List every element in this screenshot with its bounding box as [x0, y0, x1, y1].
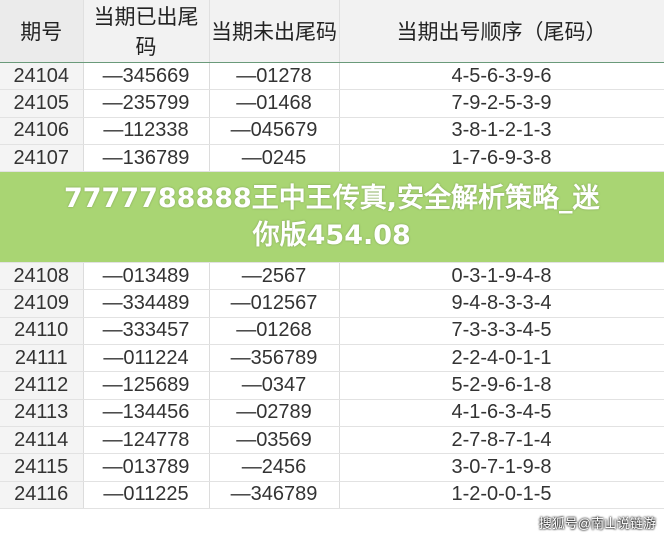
table-cell[interactable]: 1-2-0-0-1-5: [339, 481, 664, 509]
table-cell[interactable]: —345669: [83, 62, 210, 91]
table-cell[interactable]: —356789: [209, 344, 340, 373]
table-cell[interactable]: —01278: [209, 62, 340, 91]
table-cell[interactable]: —02789: [209, 399, 340, 427]
table-row: 24105 —235799 —01468 7-9-2-5-3-9: [0, 89, 664, 118]
table-cell[interactable]: 24104: [0, 62, 84, 91]
table-cell[interactable]: 24112: [0, 371, 84, 400]
table-row: 24107 —136789 —0245 1-7-6-9-3-8: [0, 144, 664, 173]
table-cell[interactable]: 4-5-6-3-9-6: [339, 62, 664, 91]
table-cell[interactable]: 3-0-7-1-9-8: [339, 453, 664, 482]
table-cell[interactable]: 2-2-4-0-1-1: [339, 344, 664, 373]
table-cell[interactable]: 24107: [0, 144, 84, 173]
lottery-table: 期号 当期已出尾码 当期未出尾码 当期出号顺序（尾码） 24104 —345669 —01…: [0, 0, 664, 509]
table-cell[interactable]: —011224: [83, 344, 210, 373]
column-header: 期号: [0, 0, 84, 63]
table-cell[interactable]: 24113: [0, 399, 84, 427]
table-cell[interactable]: 7-9-2-5-3-9: [339, 89, 664, 118]
table-cell[interactable]: —013789: [83, 453, 210, 482]
table-cell[interactable]: —125689: [83, 371, 210, 400]
column-header: 当期未出尾码: [209, 0, 340, 63]
table-cell[interactable]: 24114: [0, 426, 84, 455]
table-cell[interactable]: —112338: [83, 117, 210, 145]
table-cell[interactable]: 24115: [0, 453, 84, 482]
table-cell[interactable]: —01268: [209, 317, 340, 346]
table-row: 24115 —013789 —2456 3-0-7-1-9-8: [0, 453, 664, 482]
table-row: 24106 —112338 —045679 3-8-1-2-1-3: [0, 117, 664, 145]
table-cell[interactable]: —346789: [209, 481, 340, 509]
watermark: 搜狐号@南山说链游: [538, 515, 656, 531]
table-cell[interactable]: 24109: [0, 289, 84, 318]
table-row: 24109 —334489 —012567 9-4-8-3-3-4: [0, 289, 664, 318]
table-cell[interactable]: 24116: [0, 481, 84, 509]
table-cell[interactable]: 3-8-1-2-1-3: [339, 117, 664, 145]
table-cell[interactable]: —011225: [83, 481, 210, 509]
table-cell[interactable]: 2-7-8-7-1-4: [339, 426, 664, 455]
table-row: 24111 —011224 —356789 2-2-4-0-1-1: [0, 344, 664, 373]
table-cell[interactable]: 24111: [0, 344, 84, 373]
table-cell[interactable]: 24108: [0, 262, 84, 291]
overlay-banner: 7777788888王中王传真,安全解析策略_迷 你版454.08: [0, 171, 664, 264]
table-cell[interactable]: 4-1-6-3-4-5: [339, 399, 664, 427]
overlay-title-line2: 你版454.08: [252, 220, 411, 252]
table-cell[interactable]: —013489: [83, 262, 210, 291]
table-cell[interactable]: —045679: [209, 117, 340, 145]
column-header: 当期已出尾码: [83, 0, 210, 63]
table-cell[interactable]: —0347: [209, 371, 340, 400]
table-row: 24114 —124778 —03569 2-7-8-7-1-4: [0, 426, 664, 455]
table-cell[interactable]: —2567: [209, 262, 340, 291]
table-row: 24110 —333457 —01268 7-3-3-3-4-5: [0, 317, 664, 346]
table-row: 24113 —134456 —02789 4-1-6-3-4-5: [0, 399, 664, 427]
table-cell[interactable]: 24110: [0, 317, 84, 346]
table-cell[interactable]: 9-4-8-3-3-4: [339, 289, 664, 318]
table-cell[interactable]: —0245: [209, 144, 340, 173]
column-header: 当期出号顺序（尾码）: [339, 0, 664, 63]
table-row: 24104 —345669 —01278 4-5-6-3-9-6: [0, 62, 664, 91]
table-cell[interactable]: 5-2-9-6-1-8: [339, 371, 664, 400]
table-row: 24112 —125689 —0347 5-2-9-6-1-8: [0, 371, 664, 400]
table-cell[interactable]: 0-3-1-9-4-8: [339, 262, 664, 291]
table-cell[interactable]: —334489: [83, 289, 210, 318]
table-cell[interactable]: —136789: [83, 144, 210, 173]
table-cell[interactable]: —012567: [209, 289, 340, 318]
table-cell[interactable]: —03569: [209, 426, 340, 455]
table-row: 24108 —013489 —2567 0-3-1-9-4-8: [0, 262, 664, 291]
table-cell[interactable]: —134456: [83, 399, 210, 427]
table-cell[interactable]: —124778: [83, 426, 210, 455]
header-row: 期号 当期已出尾码 当期未出尾码 当期出号顺序（尾码）: [0, 0, 664, 63]
table-cell[interactable]: —2456: [209, 453, 340, 482]
table-cell[interactable]: —01468: [209, 89, 340, 118]
overlay-title-line1: 7777788888王中王传真,安全解析策略_迷: [63, 183, 600, 215]
overlay-title: 7777788888王中王传真,安全解析策略_迷 你版454.08: [0, 171, 664, 264]
table-cell[interactable]: 24106: [0, 117, 84, 145]
table-cell[interactable]: 7-3-3-3-4-5: [339, 317, 664, 346]
table-cell[interactable]: —333457: [83, 317, 210, 346]
table-cell[interactable]: 1-7-6-9-3-8: [339, 144, 664, 173]
table-cell[interactable]: —235799: [83, 89, 210, 118]
table-row: 24116 —011225 —346789 1-2-0-0-1-5: [0, 481, 664, 509]
table-cell[interactable]: 24105: [0, 89, 84, 118]
